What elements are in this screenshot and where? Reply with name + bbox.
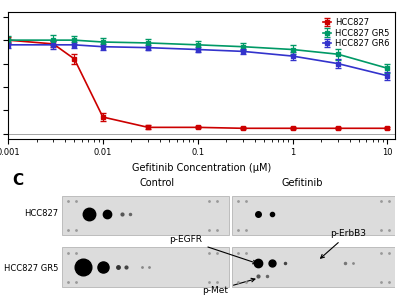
Bar <box>62 248 229 287</box>
Bar <box>233 248 399 287</box>
Text: p-EGFR: p-EGFR <box>170 235 257 264</box>
Text: p-ErbB3: p-ErbB3 <box>321 229 367 258</box>
Text: C: C <box>12 173 23 188</box>
Text: HCC827: HCC827 <box>24 209 58 218</box>
X-axis label: Gefitinib Concentration (μM): Gefitinib Concentration (μM) <box>132 163 271 173</box>
Bar <box>233 196 399 235</box>
Legend: HCC827, HCC827 GR5, HCC827 GR6: HCC827, HCC827 GR5, HCC827 GR6 <box>321 16 391 50</box>
Text: Gefitinib: Gefitinib <box>281 178 323 188</box>
Bar <box>62 196 229 235</box>
Text: Control: Control <box>139 178 174 188</box>
Text: HCC827 GR5: HCC827 GR5 <box>4 264 58 273</box>
Text: p-Met: p-Met <box>202 278 255 295</box>
